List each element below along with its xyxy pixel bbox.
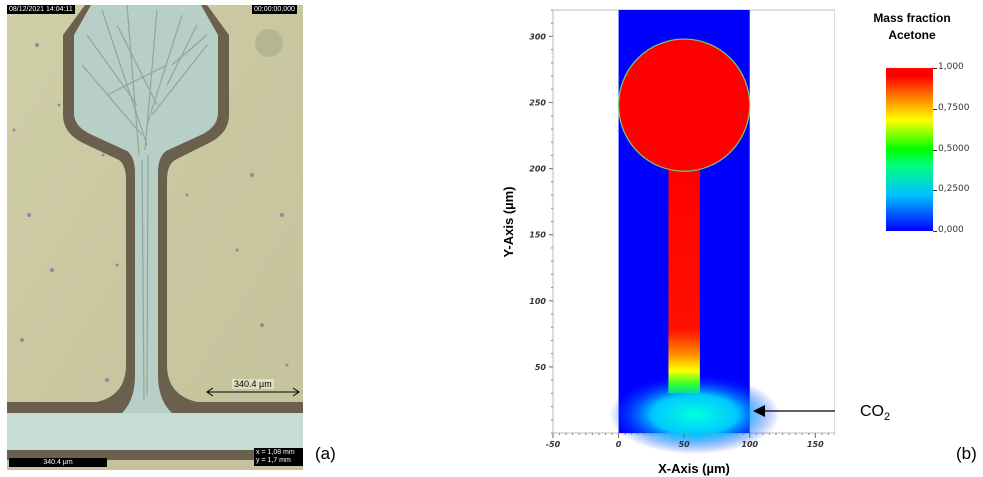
y-tick-label: 150 [529, 231, 546, 240]
y-axis-title: Y-Axis (µm) [501, 186, 516, 257]
colorbar-tick [933, 108, 937, 110]
y-tick-label: 250 [529, 99, 546, 108]
colorbar-tick-label: 0,7500 [938, 102, 970, 113]
timestamp-label: 08/12/2021 14:04:11 [7, 5, 75, 14]
colorbar-tick [933, 149, 937, 151]
x-axis-title: X-Axis (µm) [658, 461, 730, 476]
x-tick-label: 0 [616, 440, 622, 449]
coordinate-y: y = 1,7 mm [256, 457, 291, 464]
x-tick-label: 100 [741, 440, 758, 449]
colorbar-title-line1: Mass fraction [873, 11, 951, 25]
reservoir-region [617, 38, 751, 172]
neck-region [668, 164, 700, 394]
co2-label: CO2 [860, 403, 890, 423]
x-tick-label: 50 [679, 440, 691, 449]
colorbar-tick-label: 0,5000 [938, 143, 970, 154]
colorbar-tick-label: 0,000 [938, 225, 964, 235]
scale-bar-label: 340.4 µm [9, 458, 107, 467]
heatmap-content [609, 10, 780, 455]
coordinate-x: x = 1,08 mm [256, 449, 295, 456]
colorbar-tick [933, 190, 937, 192]
colorbar-title-line2: Acetone [888, 28, 936, 42]
co2-plume [609, 374, 780, 455]
microscope-image [7, 5, 303, 470]
simulation-plot: -50 0 50 100 150 50 100 150 200 250 300 X-Axis (µm… [501, 9, 835, 476]
y-tick-label: 50 [535, 363, 547, 372]
axes-ticks: -50 0 50 100 150 50 100 150 200 250 300 [529, 9, 835, 449]
coordinate-readout: x = 1,08 mm y = 1,7 mm [254, 448, 303, 466]
panel-letter-b: (b) [956, 444, 977, 463]
co2-label-main: CO [860, 403, 884, 420]
colorbar [886, 68, 933, 231]
colorbar-title: Mass fraction Acetone [862, 10, 962, 44]
x-tick-label: 150 [807, 440, 824, 449]
colorbar-tick [933, 231, 937, 232]
colorbar-tick-label: 0,2500 [938, 184, 970, 195]
co2-label-subscript: 2 [884, 411, 891, 424]
elapsed-time-label: 00:00:00.000 [252, 5, 297, 14]
y-tick-label: 200 [529, 165, 546, 174]
colorbar-tick [933, 68, 937, 69]
colorbar-tick-label: 1,000 [938, 62, 964, 72]
y-tick-label: 300 [529, 32, 546, 41]
y-tick-label: 100 [529, 297, 546, 306]
x-tick-label: -50 [546, 440, 561, 449]
measurement-label: 340.4 µm [232, 379, 274, 389]
panel-letter-a: (a) [315, 444, 336, 463]
co2-annotation-arrow [753, 405, 835, 417]
